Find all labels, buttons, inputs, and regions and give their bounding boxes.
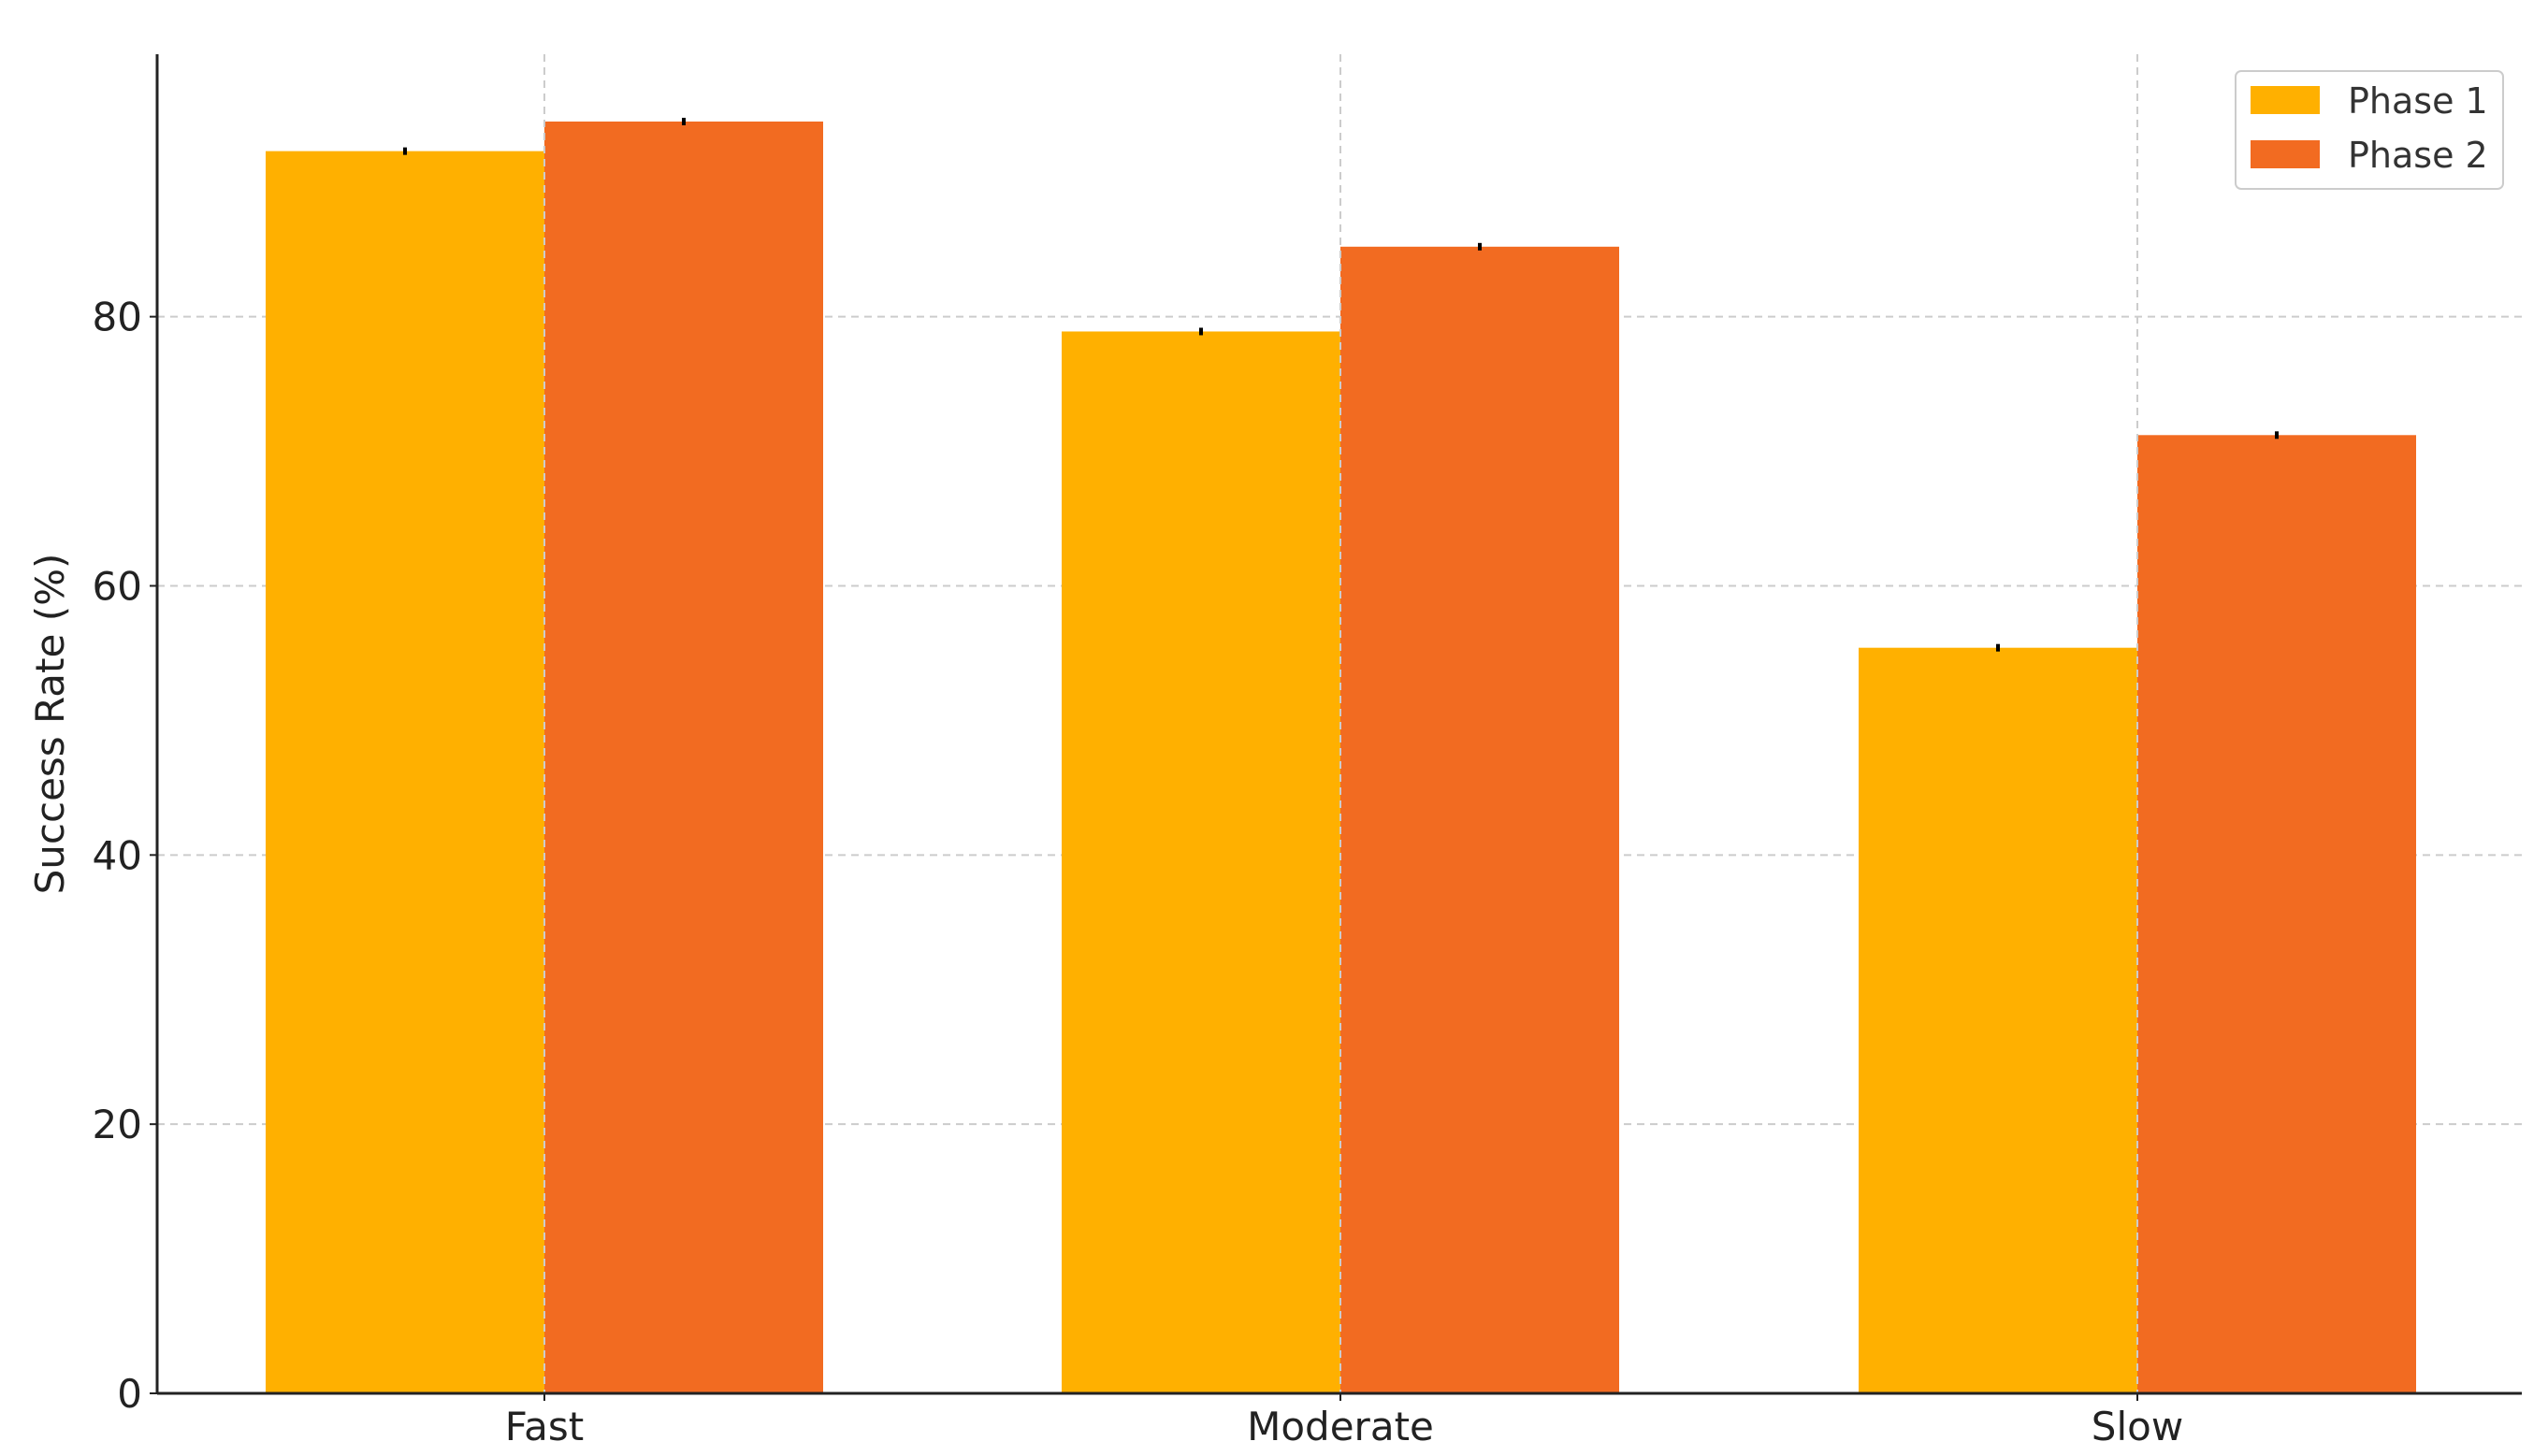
bar-phase-2-slow (2137, 435, 2416, 1393)
legend-label-phase-1: Phase 1 (2348, 80, 2488, 122)
bars (266, 121, 2416, 1394)
y-tick-label: 40 (93, 832, 142, 878)
y-tick-label: 60 (93, 563, 142, 609)
bar-phase-1-fast (266, 151, 544, 1394)
x-tick-label-fast: Fast (505, 1404, 584, 1449)
y-tick-label: 20 (93, 1102, 142, 1147)
x-tick-label-slow: Slow (2092, 1404, 2183, 1449)
legend-swatch-phase-2 (2251, 140, 2320, 168)
legend-swatch-phase-1 (2251, 86, 2320, 114)
tick-labels: 0 20 40 60 80 Fast Moderate Slow (93, 295, 2184, 1449)
bar-phase-1-moderate (1062, 331, 1340, 1393)
legend: Phase 1 Phase 2 (2235, 70, 2504, 190)
y-tick-label: 80 (93, 295, 142, 340)
x-tick-label-moderate: Moderate (1247, 1404, 1434, 1449)
bar-phase-2-fast (544, 121, 823, 1393)
bar-phase-2-moderate (1340, 246, 1619, 1393)
bar-phase-1-slow (1859, 647, 2137, 1393)
y-tick-label: 0 (117, 1371, 142, 1417)
error-bars (403, 117, 2279, 652)
y-axis-label: Success Rate (%) (27, 554, 73, 895)
vertical-grid-lines (543, 54, 2138, 1393)
legend-label-phase-2: Phase 2 (2348, 135, 2488, 176)
